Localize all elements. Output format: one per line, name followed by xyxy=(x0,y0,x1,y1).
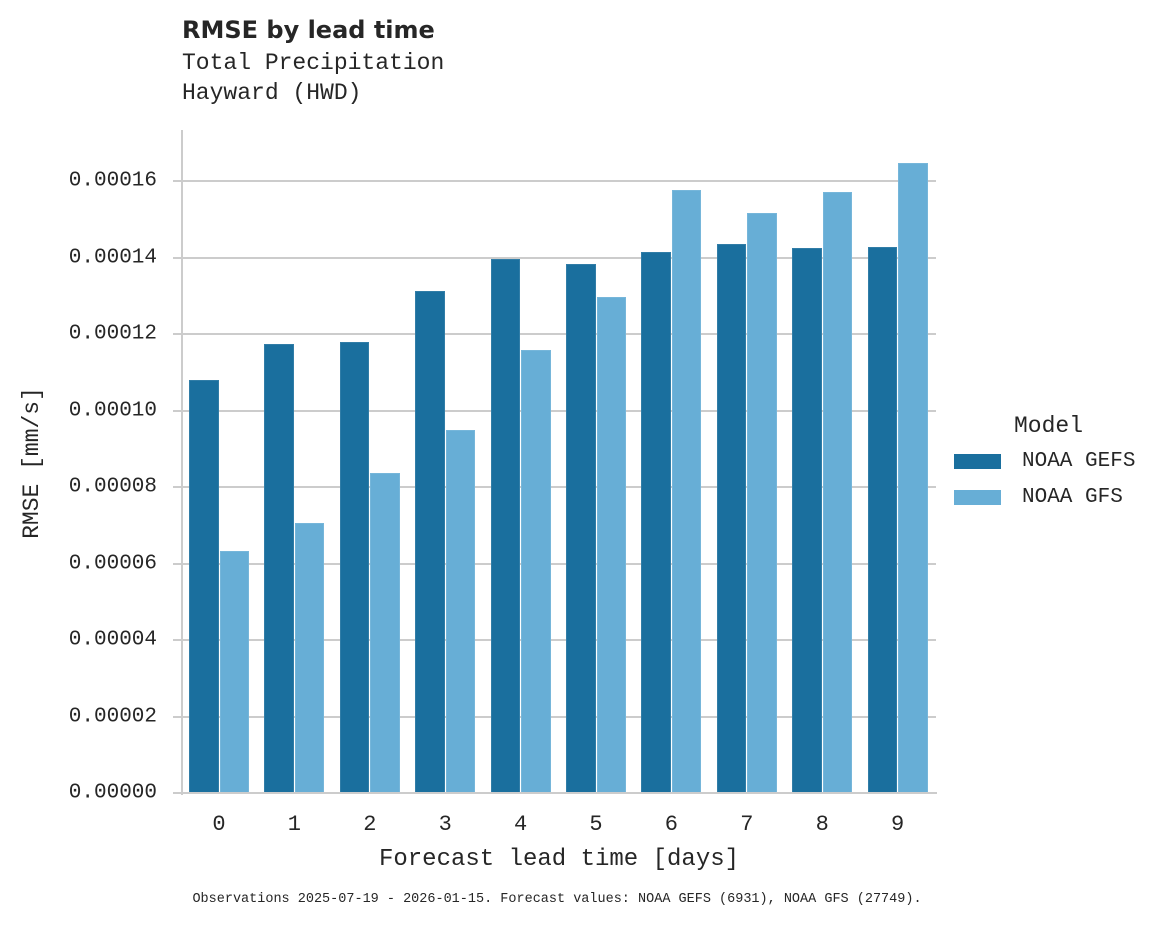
bar-gfs-day-6 xyxy=(671,190,702,793)
y-tick-mark xyxy=(173,716,181,718)
y-tick-label: 0.00012 xyxy=(68,322,157,346)
y-tick-mark xyxy=(173,333,181,335)
bar-gfs-day-7 xyxy=(747,213,777,793)
footnote: Observations 2025-07-19 - 2026-01-15. Fo… xyxy=(192,892,922,907)
y-tick-mark xyxy=(173,257,181,259)
chart-subtitle-variable: Total Precipitation xyxy=(182,50,445,76)
chart-subtitle-station: Hayward (HWD) xyxy=(182,80,362,106)
bar-gefs-day-0 xyxy=(189,379,219,793)
bar-gfs-day-0 xyxy=(219,550,249,793)
x-tick-label: 4 xyxy=(513,812,528,837)
y-axis-label: RMSE [mm/s] xyxy=(19,387,45,539)
y-tick-label: 0.00016 xyxy=(68,169,157,193)
x-tick-label: 0 xyxy=(212,812,226,837)
y-tick-label: 0.00004 xyxy=(68,628,157,652)
bar-gfs-day-3 xyxy=(445,430,476,793)
bar-gefs-day-1 xyxy=(264,343,294,793)
legend-item-gfs: NOAA GFS xyxy=(954,485,1123,509)
gridline xyxy=(183,486,936,488)
gridline xyxy=(183,257,936,259)
y-tick-label: 0.00000 xyxy=(68,781,157,805)
legend-label-gfs: NOAA GFS xyxy=(1022,485,1123,509)
y-tick-mark xyxy=(173,563,181,565)
x-tick-label: 6 xyxy=(664,812,678,837)
x-tick-label: 3 xyxy=(438,812,452,837)
x-tick-label: 1 xyxy=(287,812,301,837)
bar-gfs-day-4 xyxy=(521,350,551,793)
legend-item-gefs: NOAA GEFS xyxy=(954,449,1135,473)
y-tick-mark xyxy=(173,792,181,794)
y-tick-mark xyxy=(173,639,181,641)
bar-gefs-day-8 xyxy=(792,247,822,793)
y-tick-label: 0.00008 xyxy=(68,475,157,499)
legend-swatch-gfs xyxy=(954,489,1001,505)
bar-gfs-day-1 xyxy=(294,522,325,793)
bar-gefs-day-2 xyxy=(339,342,370,793)
bar-gefs-day-4 xyxy=(490,259,521,793)
bar-gfs-day-8 xyxy=(822,192,853,793)
gridline xyxy=(183,333,936,335)
x-tick-label: 2 xyxy=(363,812,377,837)
x-axis-label: Forecast lead time [days] xyxy=(378,846,740,873)
y-tick-mark xyxy=(173,410,181,412)
gridline xyxy=(183,410,936,412)
y-tick-mark xyxy=(173,180,181,182)
y-axis-line xyxy=(181,130,183,795)
bar-gefs-day-5 xyxy=(566,264,596,793)
bar-gfs-day-2 xyxy=(370,472,400,793)
y-tick-mark xyxy=(173,486,181,488)
gridline xyxy=(183,180,936,182)
x-tick-label: 5 xyxy=(589,812,603,837)
legend-label-gefs: NOAA GEFS xyxy=(1022,449,1136,473)
bar-gefs-day-9 xyxy=(867,247,898,793)
y-tick-label: 0.00002 xyxy=(68,705,157,729)
legend-title: Model xyxy=(1014,413,1084,439)
gridline xyxy=(183,563,936,565)
x-axis-line xyxy=(181,792,937,794)
legend-swatch-gefs xyxy=(954,453,1001,469)
x-tick-label: 7 xyxy=(740,812,754,837)
bar-gefs-day-3 xyxy=(415,291,445,793)
bar-gefs-day-7 xyxy=(716,244,747,793)
bar-gefs-day-6 xyxy=(641,252,671,793)
x-tick-label: 9 xyxy=(890,812,905,837)
bar-gfs-day-9 xyxy=(898,163,928,793)
bar-gfs-day-5 xyxy=(596,296,626,793)
y-tick-label: 0.00014 xyxy=(68,246,157,270)
chart-title: RMSE by lead time xyxy=(182,16,435,44)
y-tick-label: 0.00006 xyxy=(68,552,157,576)
x-tick-label: 8 xyxy=(815,812,829,837)
gridline xyxy=(183,639,936,641)
gridline xyxy=(183,716,936,718)
y-tick-label: 0.00010 xyxy=(68,399,157,423)
